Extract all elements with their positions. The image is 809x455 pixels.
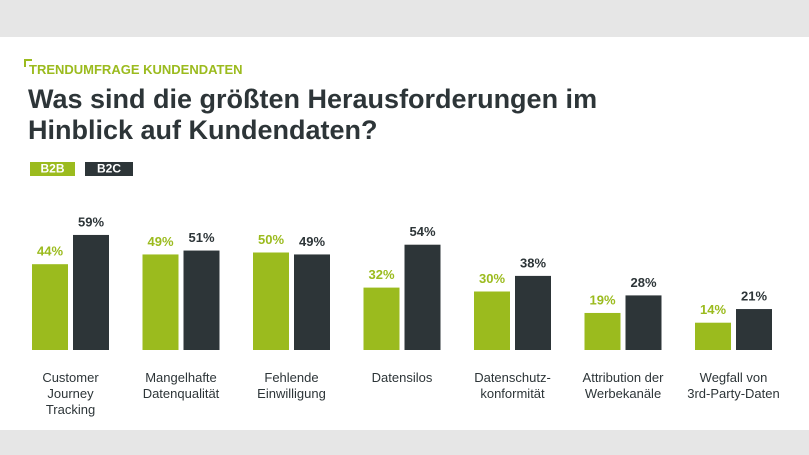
x-tick-label: Datenschutz- konformität xyxy=(474,370,551,401)
bar xyxy=(363,287,400,350)
value-label: 49% xyxy=(147,234,173,249)
value-label: 51% xyxy=(188,230,214,245)
bar xyxy=(294,254,330,350)
bar xyxy=(253,252,289,350)
bar xyxy=(515,275,551,350)
bar xyxy=(183,250,220,350)
x-tick-label: Attribution der Werbekanäle xyxy=(582,370,664,401)
chart-title: Was sind die größten Herausforderungen i… xyxy=(28,84,598,145)
legend-label: B2B xyxy=(40,162,64,176)
value-label: 19% xyxy=(589,292,615,307)
value-label: 38% xyxy=(520,255,546,270)
value-label: 32% xyxy=(368,267,394,282)
value-label: 28% xyxy=(630,275,656,290)
x-tick-label: Mangelhafte Datenqualität xyxy=(142,370,220,401)
value-label: 50% xyxy=(258,232,284,247)
card xyxy=(0,37,809,430)
value-label: 30% xyxy=(479,271,505,286)
x-tick-label: Customer Journey Tracking xyxy=(42,370,99,417)
value-label: 14% xyxy=(700,302,726,317)
bar xyxy=(695,322,731,350)
bar xyxy=(584,312,621,350)
legend-swatch xyxy=(85,162,133,176)
value-label: 44% xyxy=(37,244,63,259)
x-tick-label: Datensilos xyxy=(371,370,433,385)
value-label: 59% xyxy=(78,214,104,229)
bar xyxy=(73,234,109,350)
x-tick-label: Fehlende Einwilligung xyxy=(257,370,326,401)
legend-label: B2C xyxy=(97,162,121,176)
bar xyxy=(32,264,68,350)
x-tick-label: Wegfall von 3rd-Party-Daten xyxy=(687,370,780,401)
value-label: 54% xyxy=(409,224,435,239)
subtitle: TRENDUMFRAGE KUNDENDATEN xyxy=(29,62,243,77)
corner-mark xyxy=(24,59,32,67)
bar xyxy=(474,291,510,350)
value-label: 21% xyxy=(741,288,767,303)
bar xyxy=(142,254,179,350)
legend-swatch xyxy=(30,162,75,176)
bar xyxy=(625,295,662,350)
bar xyxy=(404,244,441,350)
bar xyxy=(736,309,772,350)
value-label: 49% xyxy=(299,234,325,249)
